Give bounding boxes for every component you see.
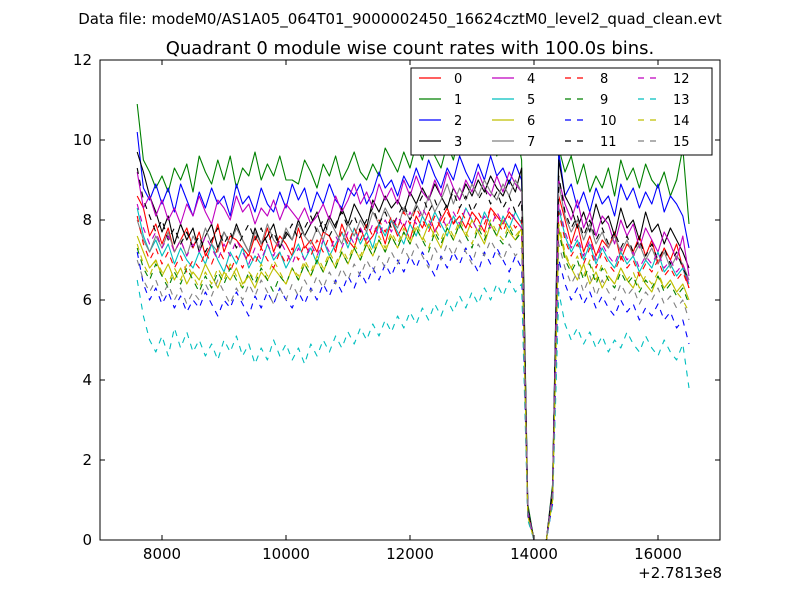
series-line-5 xyxy=(136,207,690,541)
series-line-4 xyxy=(136,171,690,541)
series-line-10 xyxy=(136,247,690,541)
y-tick-label: 12 xyxy=(73,51,92,69)
legend-label-1: 1 xyxy=(454,93,462,108)
series-line-2 xyxy=(136,131,690,541)
legend-label-13: 13 xyxy=(673,93,690,108)
legend-label-2: 2 xyxy=(454,114,462,129)
y-tick-label: 4 xyxy=(82,371,92,389)
series-line-7 xyxy=(136,179,690,541)
x-tick-label: 8000 xyxy=(143,545,181,563)
series-line-11 xyxy=(136,167,690,541)
legend-label-5: 5 xyxy=(527,93,535,108)
legend-box xyxy=(410,67,713,156)
legend-label-9: 9 xyxy=(600,93,608,108)
legend-label-3: 3 xyxy=(454,135,462,150)
x-tick-label: 16000 xyxy=(634,545,682,563)
legend-label-15: 15 xyxy=(673,135,690,150)
series-line-9 xyxy=(136,223,690,541)
y-tick-label: 10 xyxy=(73,131,92,149)
y-tick-label: 2 xyxy=(82,451,92,469)
series-line-6 xyxy=(136,219,690,541)
series-line-3 xyxy=(136,151,690,541)
series-line-15 xyxy=(136,239,690,541)
x-offset-label: +2.7813e8 xyxy=(638,564,722,582)
legend-label-12: 12 xyxy=(673,72,690,87)
series-line-14 xyxy=(136,219,690,541)
y-tick-label: 8 xyxy=(82,211,92,229)
legend-label-6: 6 xyxy=(527,114,535,129)
y-tick-label: 0 xyxy=(82,531,92,549)
chart-title: Quadrant 0 module wise count rates with … xyxy=(166,38,655,59)
series-layer xyxy=(136,103,690,541)
series-line-8 xyxy=(136,207,690,541)
figure-suptitle: Data file: modeM0/AS1A05_064T01_90000024… xyxy=(78,10,722,29)
series-line-0 xyxy=(136,195,690,541)
x-tick-label: 10000 xyxy=(262,545,310,563)
x-tick-label: 14000 xyxy=(510,545,558,563)
y-tick-label: 6 xyxy=(82,291,92,309)
legend-label-4: 4 xyxy=(527,72,535,87)
legend-label-11: 11 xyxy=(600,135,617,150)
series-line-1 xyxy=(136,103,690,541)
series-line-12 xyxy=(136,203,690,541)
legend-label-14: 14 xyxy=(673,114,690,129)
legend-label-0: 0 xyxy=(454,72,462,87)
series-line-13 xyxy=(136,279,690,541)
legend-label-10: 10 xyxy=(600,114,617,129)
x-tick-label: 12000 xyxy=(386,545,434,563)
legend-label-8: 8 xyxy=(600,72,608,87)
legend-label-7: 7 xyxy=(527,135,535,150)
